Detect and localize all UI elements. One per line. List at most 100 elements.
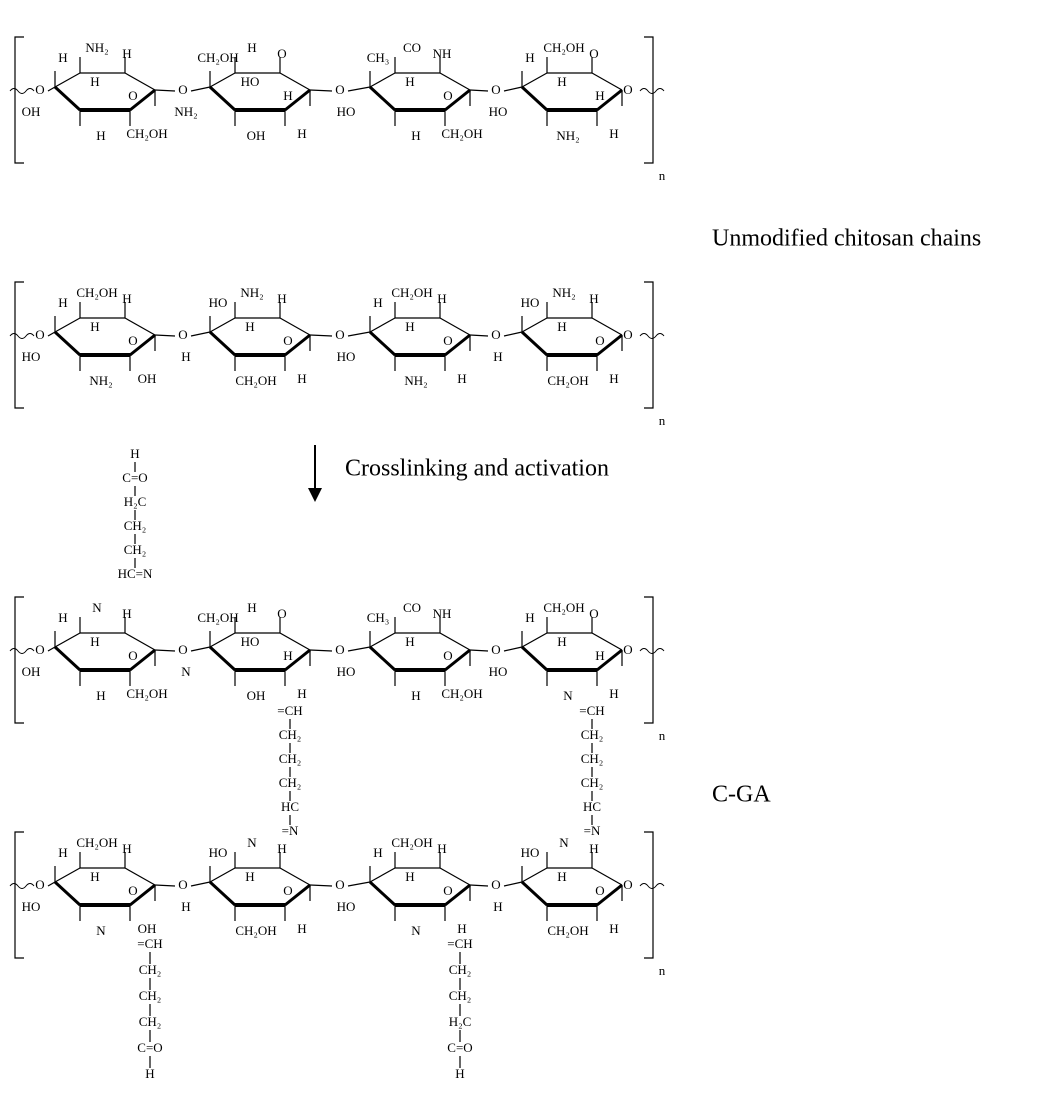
atom-label: H <box>411 688 420 703</box>
bond <box>54 867 81 883</box>
linker-label: CH₂ <box>279 751 302 766</box>
atom-label: O <box>595 883 604 898</box>
linkage-o: O <box>178 327 187 342</box>
atom-label: H <box>247 40 256 55</box>
atom-label: HO <box>22 349 41 364</box>
atom-label: H <box>122 606 131 621</box>
wavy-end <box>9 883 35 889</box>
linker-label: H <box>145 1066 154 1081</box>
bracket <box>644 831 654 959</box>
atom-label: H <box>277 291 286 306</box>
atom-label: H <box>58 610 67 625</box>
atom-label: CH₂OH <box>543 600 584 615</box>
linkage-o: O <box>35 877 44 892</box>
atom-label: H <box>457 371 466 386</box>
atom-label: CH₂OH <box>547 373 588 388</box>
bond <box>503 86 523 92</box>
bond <box>503 646 523 652</box>
bond <box>596 333 623 357</box>
caption: C-GA <box>712 782 771 808</box>
atom-label: OH <box>247 688 266 703</box>
linker-label: CH₂ <box>124 518 147 533</box>
linkage-o: O <box>623 877 632 892</box>
bond <box>129 88 156 112</box>
linkage-o: O <box>335 327 344 342</box>
bond <box>190 646 211 652</box>
bond <box>284 88 311 112</box>
bond <box>503 881 523 887</box>
atom-label: CH₂OH <box>235 373 276 388</box>
bracket <box>14 36 24 164</box>
linkage-o: O <box>491 877 500 892</box>
atom-label: N <box>411 923 421 938</box>
atom-label: H <box>245 869 254 884</box>
linker-label: C=O <box>137 1040 162 1055</box>
wavy-end <box>639 88 665 94</box>
linker-label: HC <box>583 799 601 814</box>
atom-label: CH₂OH <box>76 835 117 850</box>
bond <box>129 648 156 672</box>
bond <box>209 317 236 333</box>
bracket <box>14 281 24 409</box>
atom-label: N <box>92 600 102 615</box>
atom-label: H <box>96 128 105 143</box>
bond <box>124 72 156 91</box>
atom-label: OH <box>22 664 41 679</box>
atom-label: CH₃ <box>367 610 390 625</box>
bond <box>47 86 56 92</box>
atom-label: H <box>297 126 306 141</box>
atom-label: CH₂OH <box>547 923 588 938</box>
atom-label: HO <box>521 845 540 860</box>
atom-label: H <box>457 921 466 936</box>
atom-label: OH <box>138 371 157 386</box>
atom-label: HO <box>337 899 356 914</box>
atom-label: CH₂OH <box>197 610 238 625</box>
repeat-subscript: n <box>659 168 666 183</box>
linker-label: C=O <box>122 470 147 485</box>
atom-label: H <box>373 295 382 310</box>
atom-label: H <box>609 921 618 936</box>
bond <box>469 89 489 92</box>
bond <box>369 317 396 333</box>
atom-label: O <box>277 46 286 61</box>
atom-label: NH <box>433 606 452 621</box>
atom-label: CO <box>403 40 421 55</box>
atom-label: HO <box>337 104 356 119</box>
atom-label: HO <box>209 295 228 310</box>
atom-label: H <box>493 899 502 914</box>
bond <box>368 880 397 907</box>
atom-label: O <box>283 333 292 348</box>
bond <box>347 881 371 887</box>
bond <box>279 867 311 886</box>
linkage-o: O <box>491 327 500 342</box>
atom-label: N <box>247 835 257 850</box>
bond <box>54 632 81 648</box>
atom-label: H <box>90 319 99 334</box>
atom-label: H <box>297 686 306 701</box>
atom-label: HO <box>241 74 260 89</box>
bond <box>444 88 471 112</box>
linker-label: CH₂ <box>124 542 147 557</box>
bond <box>469 649 489 652</box>
bond <box>284 333 311 357</box>
linkage-o: O <box>623 642 632 657</box>
atom-label: O <box>128 333 137 348</box>
bond <box>521 632 548 648</box>
atom-label: H <box>437 291 446 306</box>
bond <box>369 72 396 88</box>
linker-label: =CH <box>447 936 472 951</box>
linkage-o: O <box>623 82 632 97</box>
atom-label: H <box>595 88 604 103</box>
bond <box>279 72 311 91</box>
linker-label: HC <box>281 799 299 814</box>
atom-label: H <box>247 600 256 615</box>
atom-label: H <box>122 841 131 856</box>
atom-label: CO <box>403 600 421 615</box>
bond <box>309 884 333 887</box>
bond <box>520 880 549 907</box>
bond <box>47 881 56 887</box>
linker-label: H <box>130 446 139 461</box>
bond <box>209 867 236 883</box>
atom-label: H <box>405 319 414 334</box>
